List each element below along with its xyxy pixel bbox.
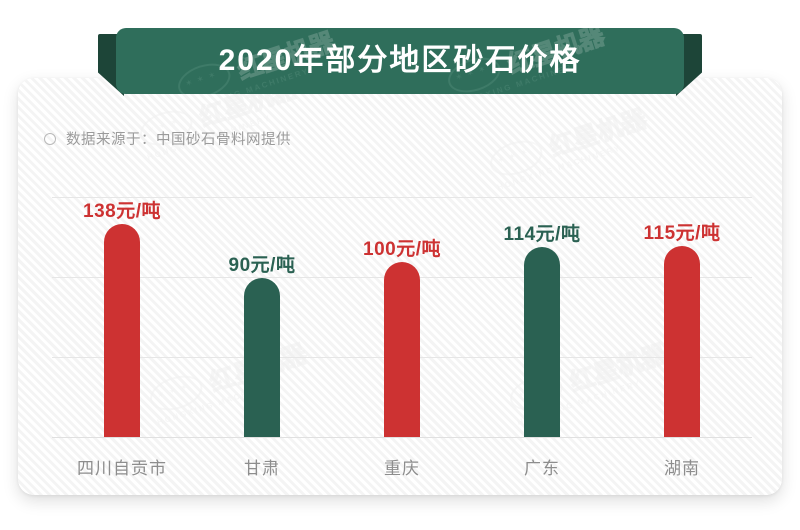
bar-category-label: 湖南 [664, 459, 700, 478]
page-title: 2020年部分地区砂石价格 [218, 44, 582, 77]
data-source-text: 数据来源于：中国砂石骨料网提供 [66, 132, 291, 148]
bar-category-label: 重庆 [384, 459, 420, 478]
bar-group-4: 115元/吨 湖南 [618, 78, 746, 495]
title-ribbon: 红星机器 HONGXING MACHINERY 红星机器 HONGXING MA… [98, 28, 702, 96]
bar-category-label: 四川自贡市 [77, 459, 167, 478]
bar-rect[interactable] [244, 278, 280, 437]
bar-rect[interactable] [104, 224, 140, 437]
circle-outline-icon [44, 132, 56, 145]
bar-group-3: 114元/吨 广东 [478, 78, 606, 495]
bar-category-label: 广东 [524, 459, 560, 478]
bar-series: 138元/吨 四川自贡市 90元/吨 甘肃 100元/吨 重庆 [52, 78, 752, 495]
axis-baseline [52, 437, 752, 438]
ribbon-body: 红星机器 HONGXING MACHINERY 红星机器 HONGXING MA… [116, 28, 684, 94]
bar-value-label: 114元/吨 [503, 224, 581, 245]
bar-value-label: 138元/吨 [83, 201, 161, 222]
bar-rect[interactable] [524, 247, 560, 437]
bar-group-1: 90元/吨 甘肃 [198, 78, 326, 495]
bar-rect[interactable] [384, 262, 420, 437]
gridline [52, 197, 752, 198]
bar-category-label: 甘肃 [244, 459, 280, 478]
bar-value-label: 100元/吨 [363, 239, 441, 260]
chart-card: 红星机器 HONGXING MACHINERY 红星机器 HONGXING MA… [18, 78, 782, 495]
data-source-note: 数据来源于：中国砂石骨料网提供 [44, 128, 291, 149]
bar-rect[interactable] [664, 246, 700, 437]
chart-plot-area: 138元/吨 四川自贡市 90元/吨 甘肃 100元/吨 重庆 [18, 78, 782, 495]
bar-group-0: 138元/吨 四川自贡市 [58, 78, 186, 495]
bar-group-2: 100元/吨 重庆 [338, 78, 466, 495]
bar-value-label: 115元/吨 [643, 223, 721, 244]
bar-value-label: 90元/吨 [228, 255, 296, 276]
